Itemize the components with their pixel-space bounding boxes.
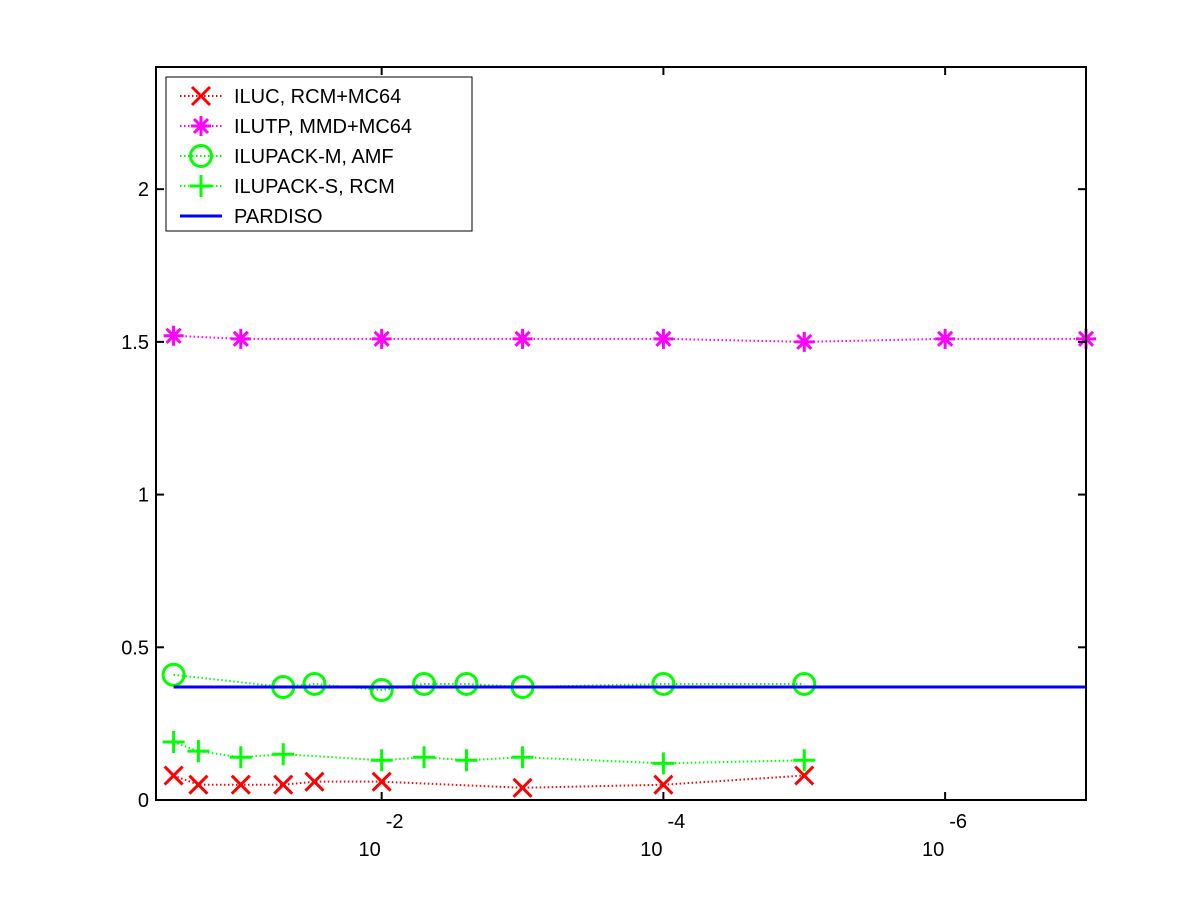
point-iluc-rcm-mc64-1 (188, 774, 209, 795)
point-iluc-rcm-mc64-4 (304, 771, 325, 792)
x-tick-exponent: -6 (949, 811, 967, 833)
point-iluc-rcm-mc64-2 (230, 774, 251, 795)
series-ilutp-mmd-mc64 (163, 325, 1096, 352)
point-ilupack-m-amf-2 (302, 671, 327, 696)
point-ilupack-s-rcm-2 (229, 746, 252, 769)
point-iluc-rcm-mc64-0 (163, 765, 184, 786)
legend-marker-iluc-rcm-mc64 (190, 85, 212, 107)
point-ilupack-m-amf-5 (454, 671, 479, 696)
point-ilupack-s-rcm-6 (455, 749, 478, 772)
point-ilupack-s-rcm-8 (652, 752, 675, 775)
series-line-ilutp-mmd-mc64 (173, 334, 1086, 343)
legend-label-iluc-rcm-mc64: ILUC, RCM+MC64 (234, 86, 401, 108)
legend: ILUC, RCM+MC64 ILUTP, MMD+MC64 ILUPACK-M, … (165, 76, 473, 232)
point-ilutp-mmd-mc64-0 (163, 325, 184, 346)
point-ilupack-s-rcm-5 (413, 746, 436, 769)
point-ilutp-mmd-mc64-1 (230, 328, 251, 349)
legend-item-iluc-rcm-mc64: ILUC, RCM+MC64 (180, 85, 401, 108)
point-ilutp-mmd-mc64-6 (935, 328, 956, 349)
legend-marker-ilupack-m-amf (189, 144, 213, 168)
point-iluc-rcm-mc64-3 (273, 774, 294, 795)
point-ilupack-s-rcm-3 (272, 743, 295, 766)
x-tick-base: 10 (922, 839, 944, 861)
point-ilupack-m-amf-0 (161, 662, 186, 687)
y-tick-label: 1.5 (121, 332, 149, 354)
point-ilupack-m-amf-3 (369, 678, 394, 703)
point-ilupack-m-amf-8 (792, 671, 817, 696)
point-ilupack-s-rcm-4 (370, 749, 393, 772)
point-ilupack-s-rcm-9 (793, 749, 816, 772)
x-tick-exponent: -2 (386, 811, 404, 833)
y-tick-label: 0 (138, 790, 149, 812)
legend-item-ilutp-mmd-mc64: ILUTP, MMD+MC64 (180, 116, 412, 138)
legend-label-ilutp-mmd-mc64: ILUTP, MMD+MC64 (234, 116, 412, 138)
point-ilupack-m-amf-7 (651, 671, 676, 696)
legend-marker-ilutp-mmd-mc64 (191, 116, 211, 136)
point-ilutp-mmd-mc64-5 (794, 331, 815, 352)
legend-box (165, 76, 473, 232)
x-tick-exponent: -4 (668, 811, 686, 833)
series-ilupack-s-rcm (162, 730, 816, 775)
point-iluc-rcm-mc64-6 (512, 777, 533, 798)
point-iluc-rcm-mc64-5 (371, 771, 392, 792)
y-tick-label: 2 (138, 179, 149, 201)
series-line-iluc-rcm-mc64 (173, 774, 805, 789)
series-iluc-rcm-mc64 (163, 765, 815, 798)
legend-item-ilupack-m-amf: ILUPACK-M, AMF (180, 144, 394, 168)
x-tick-base: 10 (640, 839, 662, 861)
point-ilutp-mmd-mc64-2 (371, 328, 392, 349)
y-tick-label: 1 (138, 485, 149, 507)
point-ilutp-mmd-mc64-4 (653, 328, 674, 349)
series-layer (161, 325, 1096, 798)
point-ilupack-m-amf-4 (412, 671, 437, 696)
legend-item-ilupack-s-rcm: ILUPACK-S, RCM (180, 175, 395, 198)
point-iluc-rcm-mc64-7 (653, 774, 674, 795)
point-ilutp-mmd-mc64-3 (512, 328, 533, 349)
y-tick-label: 0.5 (121, 637, 149, 659)
point-ilupack-s-rcm-1 (187, 740, 210, 763)
legend-label-ilupack-s-rcm: ILUPACK-S, RCM (234, 176, 395, 198)
plot-frame (155, 66, 1087, 801)
legend-label-pardiso: PARDISO (234, 206, 323, 228)
point-iluc-rcm-mc64-8 (794, 765, 815, 786)
point-ilupack-s-rcm-7 (511, 746, 534, 769)
legend-label-ilupack-m-amf: ILUPACK-M, AMF (234, 146, 394, 168)
tick-layer: 00.511.52-210-410-610 (121, 67, 1086, 861)
legend-item-pardiso: PARDISO (180, 206, 323, 228)
x-tick-base: 10 (359, 839, 381, 861)
point-ilupack-s-rcm-0 (162, 730, 185, 753)
legend-marker-ilupack-s-rcm (190, 175, 212, 197)
